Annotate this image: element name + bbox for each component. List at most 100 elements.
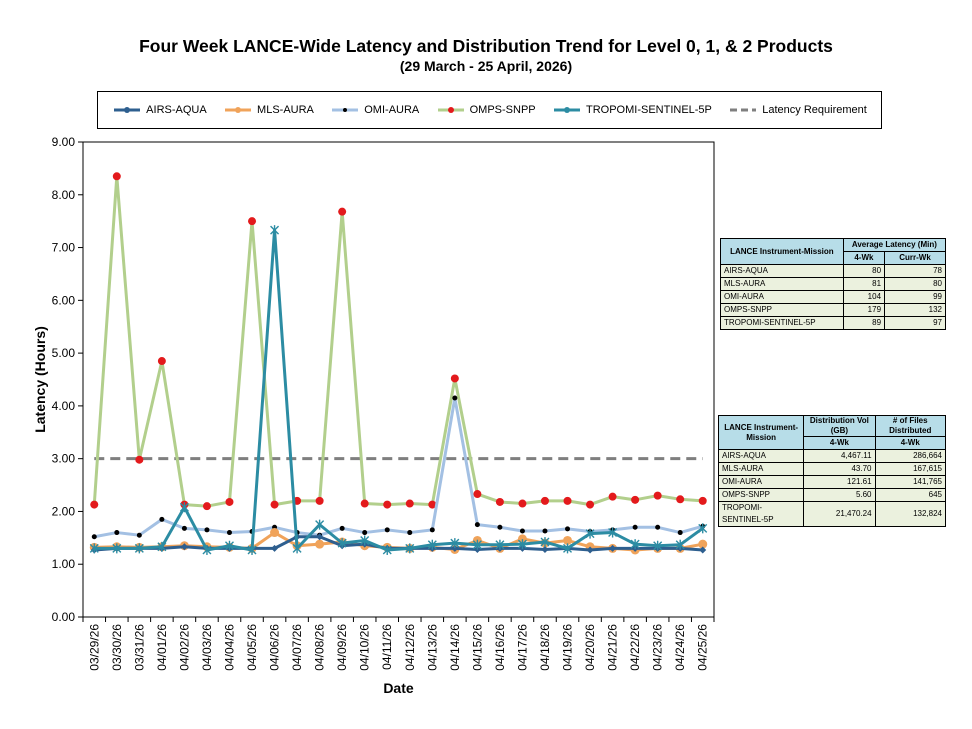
x-tick-label: 04/22/26 [628,624,642,671]
x-tick-label: 04/10/26 [358,624,372,671]
tropomi-sentinel-5p-point [405,543,415,554]
x-tick-label: 04/18/26 [538,624,552,671]
omi-aura-point [474,522,480,528]
omi-aura-point [542,528,548,534]
omps-snpp-point [495,497,504,506]
omps-snpp-point [248,217,257,226]
airs-aqua-point [451,544,459,552]
tropomi-sentinel-5p-point [698,523,708,534]
omi-aura-point [181,525,187,531]
x-tick-label: 04/15/26 [470,624,484,671]
tropomi-sentinel-5p-point [608,527,618,538]
legend-item-mls-aura: MLS-AURA [223,104,314,116]
legend-swatch-omi-aura [332,108,359,112]
tropomi-sentinel-5p-point [495,539,505,550]
airs-aqua-point [609,544,617,552]
x-axis-title: Date [383,680,414,696]
mls-aura-point [698,539,708,549]
omi-aura-line [93,396,704,539]
omi-aura-point [497,524,503,530]
latency-table-row: OMI-AURA 104 99 [720,290,946,304]
y-tick-label: 8.00 [52,188,76,202]
legend-swatch-latency-requirement [730,108,757,112]
x-tick-label: 04/11/26 [380,624,394,670]
distribution-table-value-cell: 645 [874,488,947,502]
omi-aura-point [407,530,413,536]
distribution-table-instrument-cell: OMPS-SNPP [717,488,805,502]
latency-table-value-cell: 179 [842,303,886,317]
distribution-table-subheader-vol-4wk: 4-Wk [803,436,876,450]
legend-item-tropomi-sentinel-5p: TROPOMI-SENTINEL-5P [552,104,712,116]
omps-snpp-point [653,491,662,500]
tropomi-sentinel-5p-point [450,538,460,549]
latency-table-value-cell: 80 [884,277,946,291]
omps-snpp-point [405,499,414,508]
y-tick-label: 0.00 [52,610,76,624]
legend-label-tropomi-sentinel-5p: TROPOMI-SENTINEL-5P [585,104,712,116]
average-latency-table: LANCE Instrument-Mission Average Latency… [720,238,947,330]
legend-swatch-airs-aqua [114,107,141,113]
x-tick-label: 04/12/26 [403,624,417,671]
x-tick-label: 04/20/26 [583,624,597,671]
x-tick-label: 03/29/26 [87,624,101,671]
latency-table-value-cell: 78 [884,264,946,278]
x-tick-label: 04/13/26 [425,624,439,671]
omps-snpp-point [338,207,347,216]
omps-snpp-point [563,496,572,505]
latency-table-value-cell: 97 [884,316,946,330]
latency-table-row: OMPS-SNPP 179 132 [720,303,946,317]
legend-swatch-tropomi-sentinel-5p [553,107,580,113]
tropomi-sentinel-5p-point [112,543,122,554]
omps-snpp-point [428,500,437,509]
legend-label-mls-aura: MLS-AURA [257,104,314,116]
tropomi-sentinel-5p-point [134,543,144,554]
latency-table-header-latency: Average Latency (Min) [842,238,947,252]
y-tick-label: 1.00 [52,557,76,571]
omps-snpp-point [586,500,595,509]
y-tick-label: 4.00 [52,399,76,413]
omi-aura-point [362,530,368,536]
airs-aqua-point [699,546,707,554]
airs-aqua-point [271,544,279,552]
airs-aqua-point [586,546,594,554]
distribution-table-row: OMPS-SNPP 5.60 645 [717,488,947,502]
tropomi-sentinel-5p-point [224,540,234,551]
legend-label-latency-requirement: Latency Requirement [762,104,867,116]
distribution-table-subheader-files-4wk: 4-Wk [874,436,947,450]
y-tick-label: 6.00 [52,293,76,307]
distribution-table-instrument-cell: AIRS-AQUA [717,449,805,463]
latency-table-value-cell: 80 [842,264,886,278]
tropomi-sentinel-5p-point [202,544,212,555]
legend-label-airs-aqua: AIRS-AQUA [146,104,207,116]
omi-aura-point [565,526,571,532]
latency-table-instrument-cell: MLS-AURA [720,277,844,291]
tropomi-sentinel-5p-point [179,502,189,513]
distribution-table-value-cell: 21,470.24 [803,501,876,527]
omps-snpp-point [540,496,549,505]
omps-snpp-point [90,500,99,509]
x-tick-label: 04/24/26 [673,624,687,671]
omi-aura-point [204,527,210,533]
omi-aura-point [226,530,232,536]
tropomi-sentinel-5p-point [585,528,595,539]
omi-aura-point [384,527,390,533]
legend-item-latency-requirement: Latency Requirement [728,104,867,116]
omi-aura-point [677,530,683,536]
tropomi-sentinel-5p-point [517,539,527,550]
latency-table-subheader-currwk: Curr-Wk [884,251,946,265]
tropomi-sentinel-5p-point [630,539,640,550]
distribution-table: LANCE Instrument-Mission Distribution Vo… [717,415,947,527]
omi-aura-point [159,516,165,522]
x-tick-label: 04/14/26 [448,624,462,671]
distribution-table-value-cell: 4,467.11 [803,449,876,463]
omps-snpp-line [92,174,703,508]
x-tick-label: 04/07/26 [290,624,304,671]
legend-label-omps-snpp: OMPS-SNPP [469,104,536,116]
airs-aqua-point [541,545,549,553]
distribution-table-header-instrument: LANCE Instrument-Mission [717,415,805,450]
chart-subtitle: (29 March - 25 April, 2026) [399,58,573,74]
x-tick-label: 04/16/26 [493,624,507,671]
tropomi-sentinel-5p-point [563,543,573,554]
latency-table-value-cell: 132 [884,303,946,317]
tropomi-sentinel-5p-point [675,539,685,550]
